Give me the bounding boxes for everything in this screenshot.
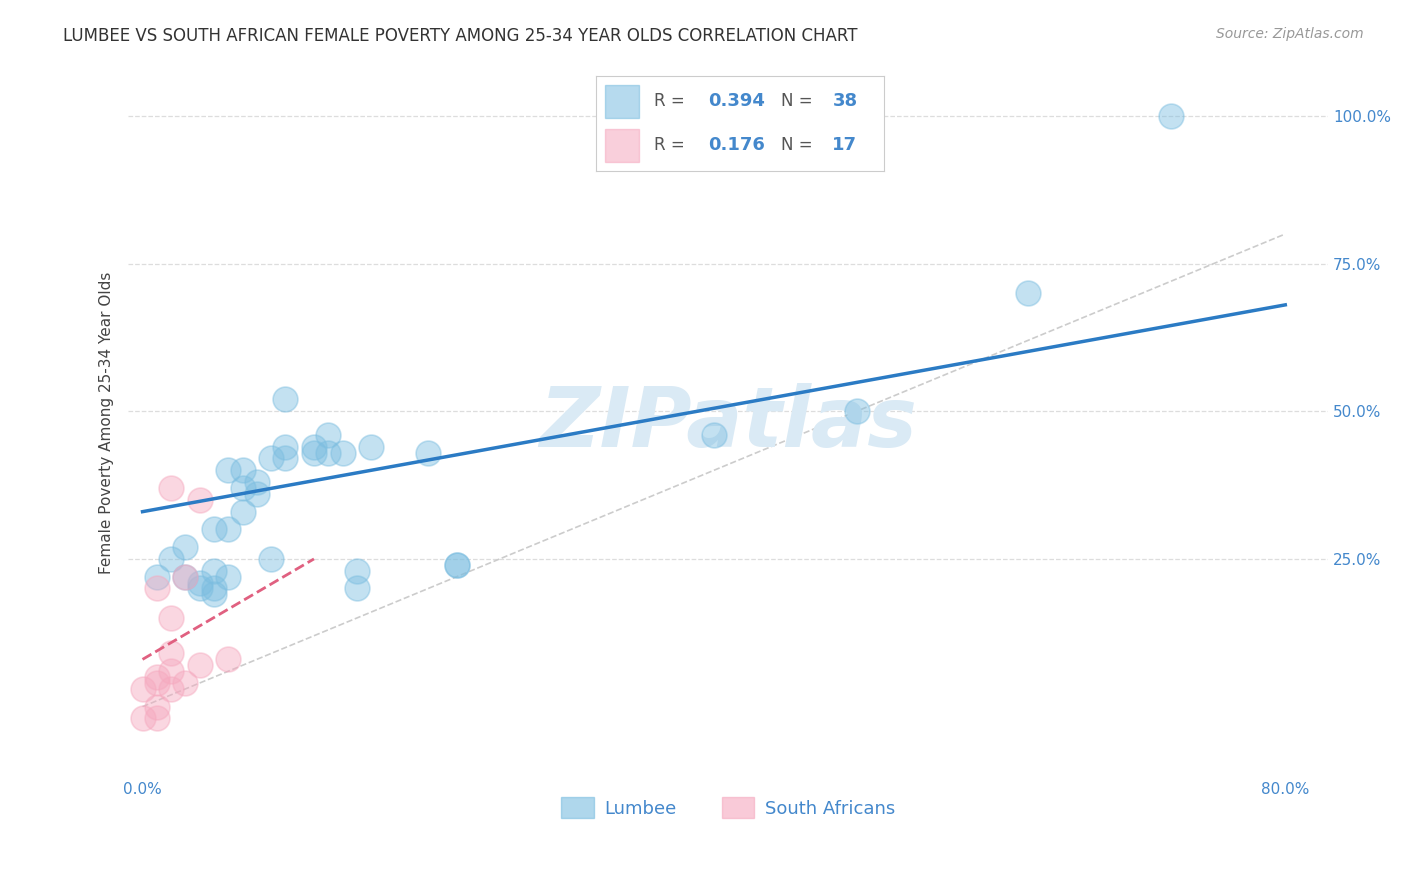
Point bbox=[160, 664, 183, 678]
Point bbox=[260, 451, 283, 466]
Point bbox=[174, 569, 197, 583]
Point bbox=[845, 404, 868, 418]
Point bbox=[146, 711, 169, 725]
Point bbox=[174, 676, 197, 690]
Point bbox=[274, 451, 297, 466]
Point bbox=[188, 658, 211, 673]
Point bbox=[202, 582, 225, 596]
Text: Source: ZipAtlas.com: Source: ZipAtlas.com bbox=[1216, 27, 1364, 41]
Point bbox=[174, 540, 197, 554]
Point bbox=[360, 440, 382, 454]
Point bbox=[316, 445, 339, 459]
Point bbox=[302, 445, 325, 459]
Point bbox=[332, 445, 354, 459]
Point bbox=[217, 569, 239, 583]
Point bbox=[146, 582, 169, 596]
Point bbox=[1160, 109, 1182, 123]
Point bbox=[302, 440, 325, 454]
Point bbox=[146, 569, 169, 583]
Text: LUMBEE VS SOUTH AFRICAN FEMALE POVERTY AMONG 25-34 YEAR OLDS CORRELATION CHART: LUMBEE VS SOUTH AFRICAN FEMALE POVERTY A… bbox=[63, 27, 858, 45]
Y-axis label: Female Poverty Among 25-34 Year Olds: Female Poverty Among 25-34 Year Olds bbox=[100, 272, 114, 574]
Point bbox=[703, 428, 725, 442]
Point bbox=[174, 569, 197, 583]
Point bbox=[188, 582, 211, 596]
Point bbox=[231, 481, 253, 495]
Point bbox=[260, 552, 283, 566]
Point bbox=[202, 522, 225, 536]
Point bbox=[274, 440, 297, 454]
Point bbox=[231, 463, 253, 477]
Point bbox=[202, 587, 225, 601]
Point bbox=[146, 676, 169, 690]
Point bbox=[246, 475, 269, 490]
Point bbox=[246, 487, 269, 501]
Point bbox=[446, 558, 468, 572]
Point bbox=[131, 681, 153, 696]
Point bbox=[346, 582, 368, 596]
Point bbox=[274, 392, 297, 407]
Point bbox=[202, 564, 225, 578]
Point bbox=[160, 611, 183, 625]
Legend: Lumbee, South Africans: Lumbee, South Africans bbox=[554, 790, 903, 825]
Point bbox=[160, 552, 183, 566]
Point bbox=[231, 505, 253, 519]
Point bbox=[418, 445, 440, 459]
Point bbox=[346, 564, 368, 578]
Point bbox=[188, 492, 211, 507]
Point bbox=[446, 558, 468, 572]
Point bbox=[217, 463, 239, 477]
Point bbox=[131, 711, 153, 725]
Point bbox=[146, 670, 169, 684]
Point bbox=[160, 481, 183, 495]
Point bbox=[160, 681, 183, 696]
Point bbox=[160, 647, 183, 661]
Point bbox=[1017, 286, 1039, 301]
Point bbox=[188, 575, 211, 590]
Point bbox=[217, 652, 239, 666]
Point bbox=[316, 428, 339, 442]
Point bbox=[217, 522, 239, 536]
Point bbox=[146, 699, 169, 714]
Text: ZIPatlas: ZIPatlas bbox=[540, 383, 917, 464]
